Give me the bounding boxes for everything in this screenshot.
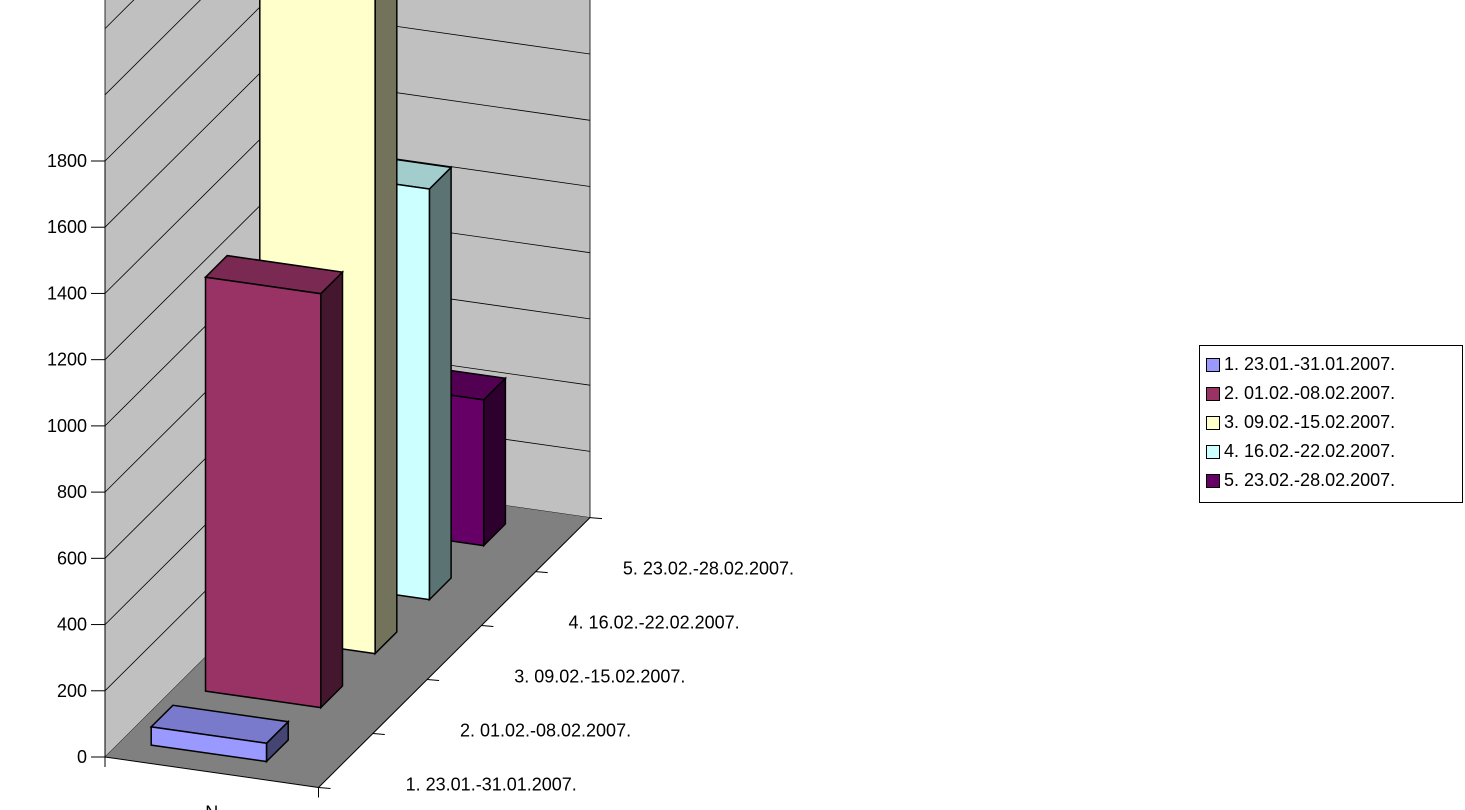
depth-tick-label: 5. 23.02.-28.02.2007.: [623, 559, 794, 579]
y-tick-label: 600: [57, 548, 87, 568]
depth-tick-mark: [372, 733, 385, 736]
gridline: [104, 0, 268, 162]
bar-side-face: [482, 376, 507, 548]
bar-side-face: [320, 270, 344, 710]
y-tick-label: 1600: [47, 217, 87, 237]
y-tick-label: 1200: [47, 350, 87, 370]
depth-tick-mark: [589, 517, 603, 520]
legend-swatch: [1206, 357, 1220, 372]
depth-tick-label: 4. 16.02.-22.02.2007.: [569, 613, 740, 633]
depth-axis-line: [318, 517, 591, 788]
depth-tick-mark: [427, 679, 440, 682]
chart-labels: 0 200 400 600 800 1000 1200 1400 1600 1800 N 1. 23.…: [47, 151, 794, 810]
y-tick-label: 0: [77, 747, 87, 767]
depth-tick-label: 3. 09.02.-15.02.2007.: [514, 667, 685, 687]
y-tick-label: 400: [57, 615, 87, 635]
legend-item: 2. 01.02.-08.02.2007.: [1206, 379, 1462, 408]
y-tick-label: 1800: [47, 151, 87, 171]
gridline: [104, 0, 201, 96]
legend-swatch: [1206, 386, 1220, 401]
depth-tick-label: 2. 01.02.-08.02.2007.: [460, 721, 631, 741]
legend-swatch: [1206, 444, 1220, 459]
chart-axes: [91, 160, 603, 798]
x-axis-line: [104, 756, 319, 788]
bar-side-face: [374, 0, 398, 656]
bar-front-face: [150, 726, 268, 763]
depth-tick-mark: [535, 571, 548, 574]
depth-tick-mark: [318, 787, 331, 789]
y-tick-label: 200: [57, 681, 87, 701]
legend-swatch: [1206, 415, 1220, 430]
depth-tick-mark: [481, 625, 494, 628]
legend-item: 4. 16.02.-22.02.2007.: [1206, 437, 1462, 466]
chart-legend: 1. 23.01.-31.01.2007. 2. 01.02.-08.02.200…: [1199, 345, 1463, 503]
y-tick-label: 1000: [47, 416, 87, 436]
bar-series-2: [203, 254, 345, 710]
legend-item: 3. 09.02.-15.02.2007.: [1206, 408, 1462, 437]
legend-item: 1. 23.01.-31.01.2007.: [1206, 350, 1462, 379]
legend-label: 3. 09.02.-15.02.2007.: [1224, 412, 1396, 432]
y-tick-label: 800: [57, 482, 87, 502]
legend-label: 4. 16.02.-22.02.2007.: [1224, 441, 1396, 461]
legend-swatch: [1206, 473, 1220, 488]
gridline: [104, 0, 335, 228]
x-category-label: N: [205, 802, 218, 810]
bar-front-face: [204, 276, 322, 709]
depth-tick-label: 1. 23.01.-31.01.2007.: [406, 775, 577, 795]
bar-side-face: [428, 165, 452, 602]
chart-bars: [149, 0, 507, 764]
legend-label: 1. 23.01.-31.01.2007.: [1224, 354, 1396, 374]
legend-label: 5. 23.02.-28.02.2007.: [1224, 470, 1396, 490]
legend-item: 5. 23.02.-28.02.2007.: [1206, 466, 1462, 495]
legend-label: 2. 01.02.-08.02.2007.: [1224, 383, 1396, 403]
y-tick-label: 1400: [47, 283, 87, 303]
bar-series-1: [149, 704, 290, 764]
